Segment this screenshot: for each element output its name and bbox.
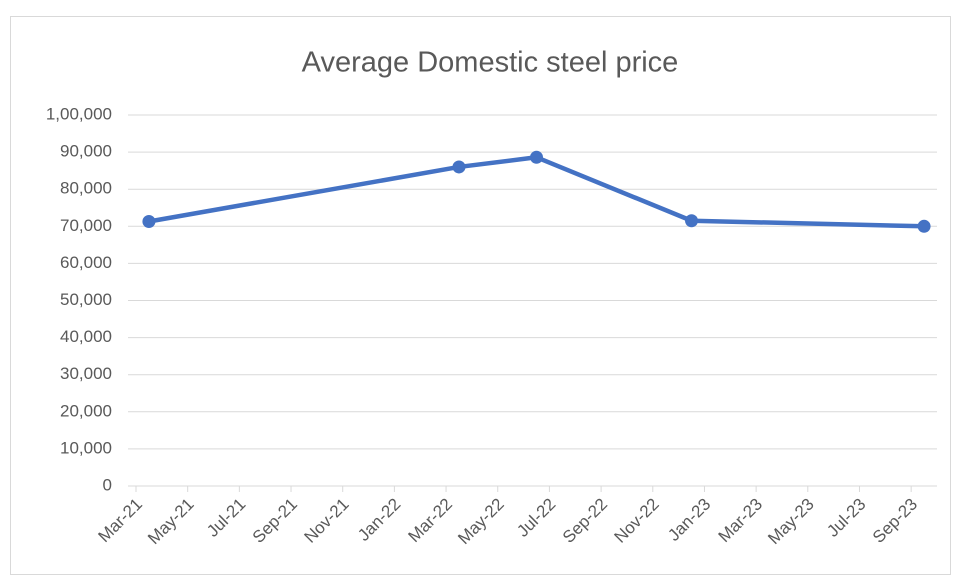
data-point [452, 160, 466, 174]
data-point [530, 150, 543, 164]
data-point [917, 219, 931, 233]
y-tick-label: 10,000 [60, 438, 112, 457]
y-tick-label: 60,000 [60, 253, 112, 272]
y-tick-label: 50,000 [60, 290, 112, 309]
y-tick-label: 70,000 [60, 216, 112, 235]
y-tick-label: 20,000 [60, 401, 112, 420]
chart-frame [10, 16, 951, 575]
data-point [142, 214, 156, 228]
y-tick-label: 80,000 [60, 179, 112, 198]
y-tick-label: 30,000 [60, 364, 112, 383]
y-tick-label: 90,000 [60, 142, 112, 161]
chart-title: Average Domestic steel price [302, 47, 679, 79]
y-tick-label: 0 [103, 475, 112, 494]
data-point [685, 214, 699, 228]
y-tick-label: 1,00,000 [46, 104, 112, 123]
y-tick-label: 40,000 [60, 327, 112, 346]
